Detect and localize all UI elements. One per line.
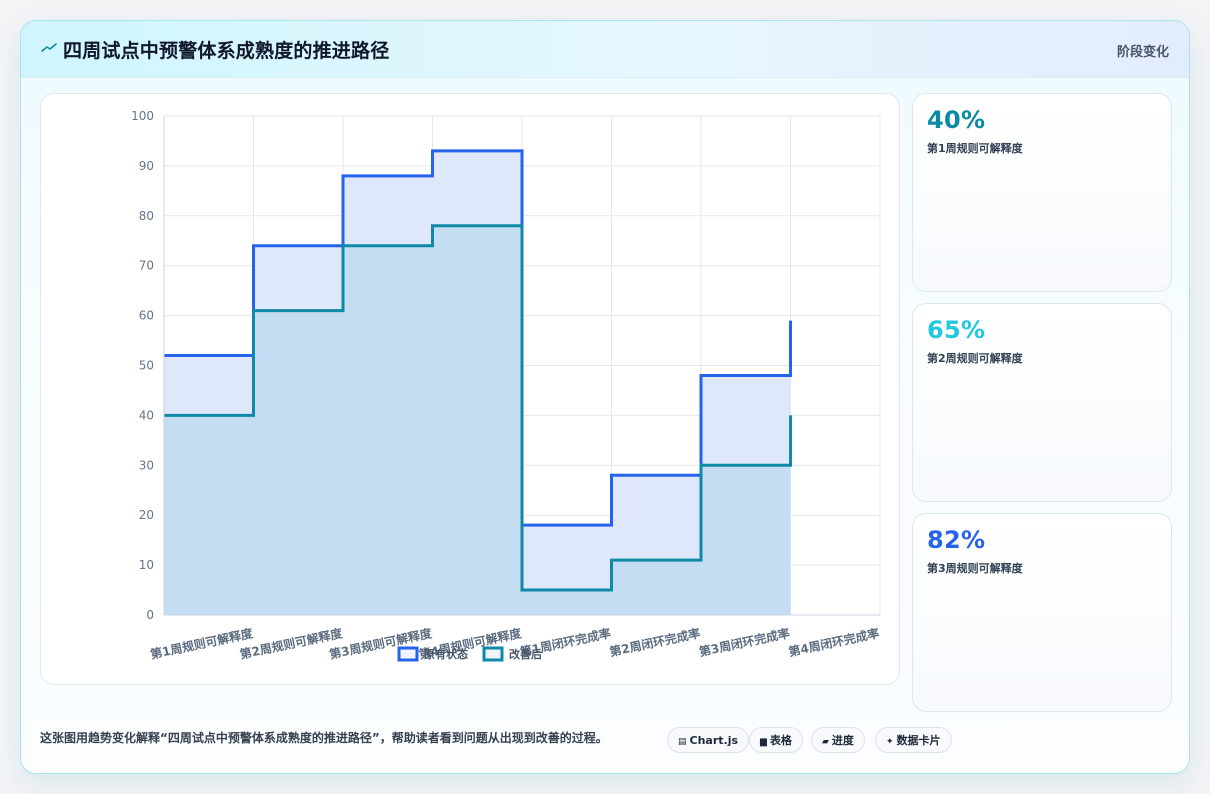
x-tick-label: 第4周闭环完成率 xyxy=(787,625,880,659)
y-tick-label: 0 xyxy=(146,608,154,622)
tag-label: 表格 xyxy=(769,734,792,747)
y-tick-label: 40 xyxy=(139,408,154,422)
y-tick-label: 100 xyxy=(131,109,154,123)
chart-line-icon xyxy=(41,43,57,52)
chart-panel: 0 10 20 30 40 50 60 70 80 90 100 第1周规则可解释度 第2周规则可解释度… xyxy=(40,93,900,685)
dashboard-card: 四周试点中预警体系成熟度的推进路径 阶段变化 0 10 20 30 40 50 60 70 80… xyxy=(20,20,1190,774)
y-tick-label: 80 xyxy=(139,209,154,223)
legend-label-2: 改善后 xyxy=(509,647,542,661)
y-tick-label: 30 xyxy=(139,458,154,472)
chart-icon: ▤ xyxy=(678,737,687,747)
tag-label: 数据卡片 xyxy=(896,734,941,747)
stat-card-3: 82% 第3周规则可解释度 xyxy=(912,513,1172,712)
stat-value: 65% xyxy=(927,316,986,344)
card-body: 0 10 20 30 40 50 60 70 80 90 100 第1周规则可解释度 第2周规则可解释度… xyxy=(21,78,1189,773)
tag-label: Chart.js xyxy=(689,734,739,747)
card-header: 四周试点中预警体系成熟度的推进路径 阶段变化 xyxy=(21,21,1189,78)
stat-label: 第2周规则可解释度 xyxy=(927,352,1023,365)
tag-chartjs[interactable]: ▤ Chart.js xyxy=(667,727,750,753)
series-fill-2 xyxy=(164,225,791,615)
series-line-2 xyxy=(164,224,792,592)
page-title: 四周试点中预警体系成熟度的推进路径 xyxy=(63,40,390,62)
x-tick-label: 第2周规则可解释度 xyxy=(238,625,344,662)
y-tick-label: 70 xyxy=(139,259,154,273)
y-tick-label: 60 xyxy=(139,309,154,323)
series-line-1 xyxy=(164,149,792,527)
y-tick-label: 50 xyxy=(139,359,154,373)
x-tick-label: 第1周规则可解释度 xyxy=(149,625,255,662)
legend-label-1: 原有状态 xyxy=(424,647,468,661)
stat-label: 第3周规则可解释度 xyxy=(927,562,1023,575)
y-tick-label: 90 xyxy=(139,159,154,173)
tag-progress[interactable]: ▰ 进度 xyxy=(811,727,865,753)
legend-swatch-2 xyxy=(482,646,504,662)
table-icon: ▆ xyxy=(760,737,767,747)
sparkle-icon: ✦ xyxy=(886,737,894,747)
stat-value: 82% xyxy=(927,526,986,554)
x-tick-label: 第2周闭环完成率 xyxy=(608,625,701,659)
chart-caption: 这张图用趋势变化解释“四周试点中预警体系成熟度的推进路径”，帮助读者看到问题从出… xyxy=(40,731,608,745)
stat-card-1: 40% 第1周规则可解释度 xyxy=(912,93,1172,292)
tag-data-card[interactable]: ✦ 数据卡片 xyxy=(875,727,952,753)
x-tick-label: 第3周闭环完成率 xyxy=(698,625,791,659)
phase-change-label: 阶段变化 xyxy=(1116,45,1169,60)
legend-swatch-1 xyxy=(397,646,419,662)
tag-label: 进度 xyxy=(831,734,854,747)
progress-icon: ▰ xyxy=(822,737,829,747)
y-tick-label: 10 xyxy=(139,558,154,572)
stat-card-2: 65% 第2周规则可解释度 xyxy=(912,303,1172,502)
y-tick-label: 20 xyxy=(139,508,154,522)
step-line-chart: 0 10 20 30 40 50 60 70 80 90 100 第1周规则可解释度第2周规则可解释度… xyxy=(131,109,881,662)
stat-value: 40% xyxy=(927,106,986,134)
stat-label: 第1周规则可解释度 xyxy=(927,142,1023,155)
tag-table[interactable]: ▆ 表格 xyxy=(749,727,803,753)
